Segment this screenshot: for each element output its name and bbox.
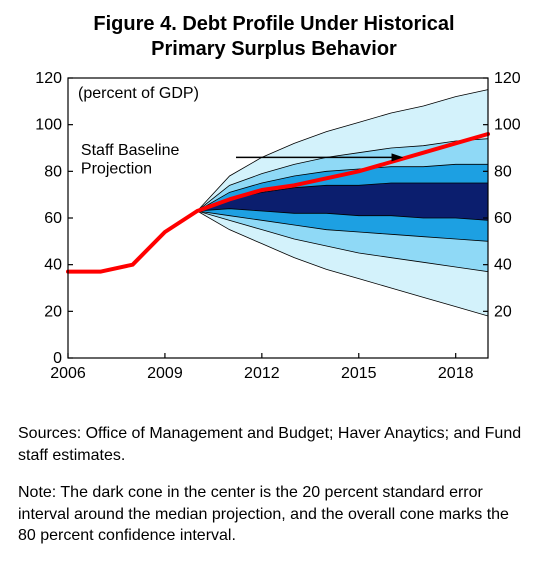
y-right-label: 120 <box>494 70 521 87</box>
x-label: 2006 <box>50 365 86 382</box>
sources-text: Sources: Office of Management and Budget… <box>18 423 530 466</box>
y-left-label: 80 <box>44 163 62 180</box>
x-label: 2018 <box>438 365 474 382</box>
y-left-label: 120 <box>35 70 62 87</box>
y-left-label: 100 <box>35 117 62 134</box>
chart-svg: 0204060801001202040608010012020062009201… <box>24 68 524 408</box>
x-label: 2015 <box>341 365 377 382</box>
subtitle: (percent of GDP) <box>78 85 199 102</box>
figure-title: Figure 4. Debt Profile Under Historical … <box>18 12 530 62</box>
x-label: 2009 <box>147 365 183 382</box>
title-line-2: Primary Surplus Behavior <box>151 38 397 60</box>
y-right-label: 60 <box>494 210 512 227</box>
y-right-label: 20 <box>494 303 512 320</box>
annotation-line-2: Projection <box>81 161 152 178</box>
y-left-label: 60 <box>44 210 62 227</box>
x-label: 2012 <box>244 365 280 382</box>
y-right-label: 40 <box>494 257 512 274</box>
annotation-line-1: Staff Baseline <box>81 142 180 159</box>
y-right-label: 80 <box>494 163 512 180</box>
chart: 0204060801001202040608010012020062009201… <box>24 68 524 413</box>
y-left-label: 20 <box>44 303 62 320</box>
title-line-1: Figure 4. Debt Profile Under Historical <box>93 13 454 35</box>
y-left-label: 40 <box>44 257 62 274</box>
note-text: Note: The dark cone in the center is the… <box>18 482 530 547</box>
y-right-label: 100 <box>494 117 521 134</box>
